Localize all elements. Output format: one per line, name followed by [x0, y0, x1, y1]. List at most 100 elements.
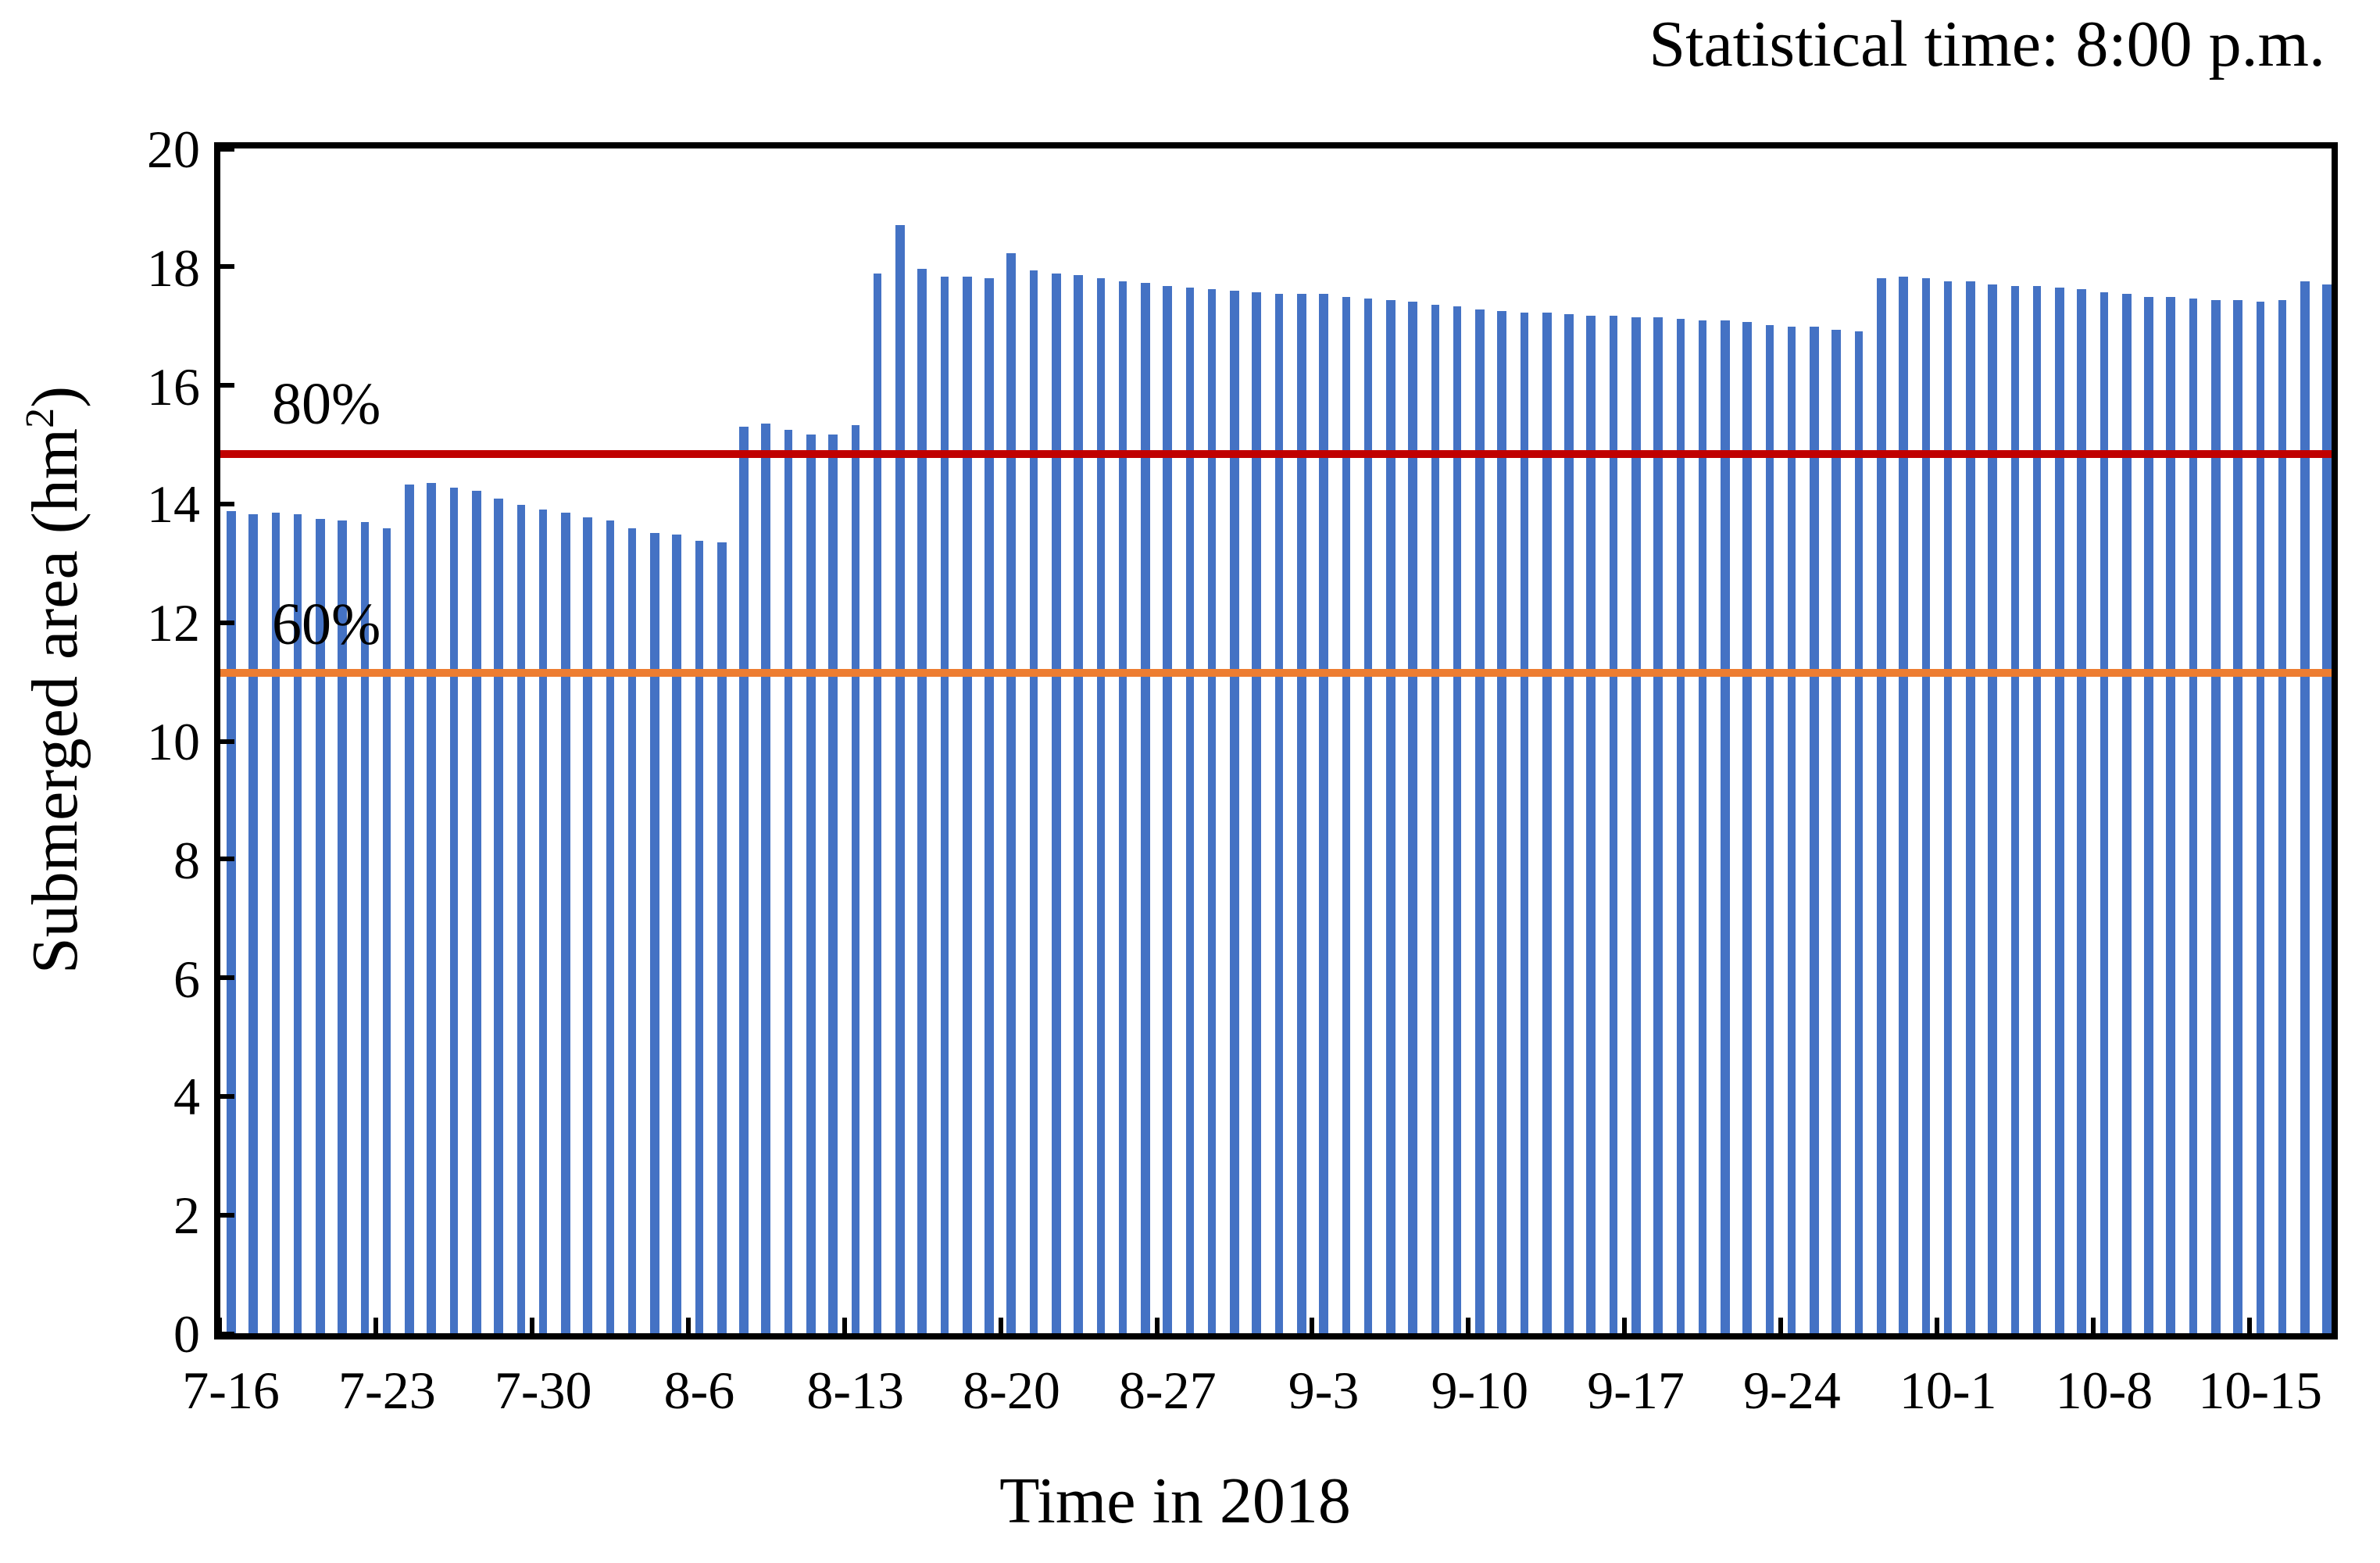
bar-9-4	[1342, 297, 1351, 1333]
x-axis-label-7-23: 7-23	[338, 1363, 436, 1421]
bar-8-11	[806, 434, 816, 1333]
y-axis-label-18: 18	[147, 240, 200, 299]
bar-9-6	[1386, 300, 1395, 1333]
y-axis-tick-0	[220, 1331, 234, 1336]
y-axis-label-0: 0	[173, 1307, 200, 1364]
x-axis-tick-10-1	[1934, 1318, 1939, 1333]
y-axis-title-close: )	[20, 385, 92, 408]
y-axis-tick-2	[220, 1212, 234, 1218]
bar-8-17	[940, 276, 949, 1333]
bar-7-31	[561, 512, 570, 1333]
y-axis-label-16: 16	[147, 359, 200, 417]
x-axis-label-10-8: 10-8	[2055, 1363, 2153, 1421]
bar-9-1	[1274, 294, 1284, 1333]
y-axis-label-20: 20	[147, 122, 200, 180]
bar-9-15	[1586, 315, 1596, 1333]
bar-9-12	[1520, 312, 1529, 1333]
bar-8-1	[583, 517, 592, 1333]
bar-8-10	[784, 430, 793, 1333]
bar-8-4	[650, 532, 659, 1333]
bar-8-8	[739, 427, 749, 1333]
bar-9-11	[1497, 311, 1506, 1333]
y-axis-label-10: 10	[147, 714, 200, 772]
y-axis-tick-20	[220, 146, 234, 151]
bar-10-13	[2211, 300, 2221, 1333]
x-axis-label-8-27: 8-27	[1118, 1363, 1217, 1421]
bar-10-12	[2189, 299, 2198, 1333]
bar-10-11	[2166, 297, 2176, 1333]
y-axis-tick-8	[220, 857, 234, 862]
y-axis-tick-10	[220, 739, 234, 743]
bar-9-3	[1319, 294, 1328, 1333]
x-axis-label-7-16: 7-16	[182, 1363, 280, 1421]
bar-8-23	[1074, 274, 1083, 1333]
y-axis-tick-12	[220, 620, 234, 625]
bar-8-13	[851, 425, 860, 1333]
ref-label-80%: 80%	[272, 372, 381, 438]
bar-8-27	[1163, 285, 1172, 1333]
bar-8-3	[627, 528, 637, 1333]
bar-8-7	[717, 542, 727, 1333]
bar-9-13	[1542, 313, 1552, 1333]
bar-7-23	[382, 528, 391, 1333]
bar-9-27	[1854, 331, 1864, 1333]
bar-8-25	[1118, 281, 1127, 1333]
x-axis-label-10-15: 10-15	[2198, 1363, 2323, 1421]
y-axis-title: Submerged area (hm2)	[17, 385, 92, 975]
bar-8-5	[672, 534, 681, 1333]
bar-10-15	[2256, 301, 2265, 1333]
bar-10-6	[2055, 288, 2064, 1333]
y-axis-title-text: Submerged area (hm	[20, 427, 92, 975]
x-axis-label-9-3: 9-3	[1288, 1363, 1360, 1421]
bar-8-30	[1230, 291, 1239, 1333]
y-axis-label-14: 14	[147, 477, 200, 535]
y-axis-title-superscript: 2	[17, 407, 63, 428]
bar-10-14	[2233, 300, 2242, 1333]
bar-7-21	[338, 520, 347, 1333]
x-axis-tick-7-16	[220, 1318, 223, 1333]
bar-7-24	[405, 485, 414, 1333]
x-axis-label-8-13: 8-13	[806, 1363, 905, 1421]
bar-9-22	[1742, 322, 1752, 1333]
bar-9-18	[1653, 317, 1663, 1333]
x-axis-label-8-20: 8-20	[963, 1363, 1060, 1421]
x-axis-tick-8-13	[842, 1318, 847, 1333]
bar-8-29	[1207, 289, 1217, 1333]
bar-8-21	[1029, 270, 1038, 1333]
bar-9-26	[1831, 329, 1842, 1333]
bar-10-8	[2099, 291, 2109, 1333]
bar-9-20	[1698, 320, 1707, 1333]
bar-7-27	[471, 491, 481, 1333]
bar-9-21	[1721, 320, 1730, 1333]
bar-8-15	[895, 224, 905, 1333]
chart-title: Statistical time: 8:00 p.m.	[1649, 9, 2325, 81]
x-axis-tick-8-27	[1154, 1318, 1159, 1333]
bar-10-4	[2010, 286, 2020, 1333]
bar-10-10	[2144, 297, 2153, 1333]
x-axis-label-10-1: 10-1	[1899, 1363, 1997, 1421]
bar-8-6	[695, 540, 704, 1333]
y-axis-label-2: 2	[173, 1188, 200, 1246]
bar-9-24	[1787, 327, 1796, 1333]
bar-7-20	[316, 518, 325, 1333]
bar-9-2	[1296, 294, 1306, 1333]
bar-8-18	[962, 277, 971, 1333]
x-axis-tick-9-10	[1466, 1318, 1471, 1333]
bar-8-12	[828, 434, 838, 1333]
bar-9-17	[1631, 317, 1641, 1333]
bar-10-5	[2032, 286, 2042, 1333]
bar-7-18	[271, 512, 281, 1333]
bar-7-26	[449, 488, 459, 1333]
bar-8-19	[985, 278, 994, 1333]
x-axis-tick-8-6	[685, 1318, 691, 1333]
x-axis-tick-10-8	[2090, 1318, 2096, 1333]
bar-9-23	[1765, 324, 1774, 1333]
x-axis-tick-9-24	[1778, 1318, 1784, 1333]
bar-9-19	[1676, 318, 1685, 1333]
bar-10-18	[2322, 284, 2332, 1333]
y-axis-tick-4	[220, 1093, 234, 1099]
bar-8-28	[1185, 287, 1195, 1333]
bar-10-9	[2121, 294, 2132, 1333]
y-axis-label-12: 12	[147, 596, 200, 654]
